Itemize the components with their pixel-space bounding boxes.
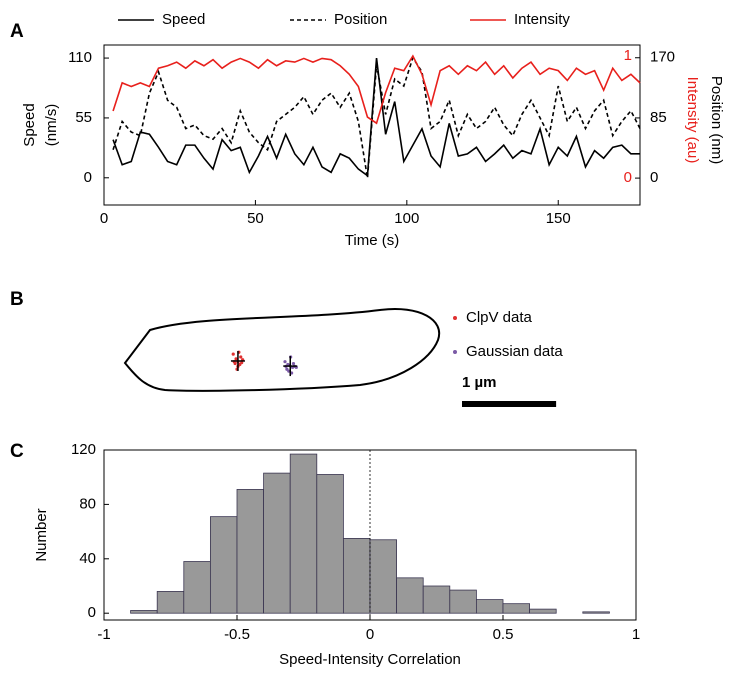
histogram-bar — [263, 472, 291, 614]
x-axis-title: Speed-Intensity Correlation — [279, 651, 461, 668]
histogram-bar — [236, 489, 265, 614]
histogram-bar — [422, 585, 451, 614]
y2-tick-label: 170 — [650, 49, 675, 66]
x-tick-label: 100 — [394, 210, 419, 227]
legend-label: Speed — [162, 11, 205, 28]
y-tick-label: 55 — [75, 109, 92, 126]
x-tick-label: 0.5 — [493, 626, 514, 643]
legend-marker — [453, 350, 457, 354]
y2-tick-label: 0 — [650, 169, 658, 186]
legend-marker — [453, 316, 457, 320]
y-tick-label: 120 — [71, 441, 96, 458]
scatter-point — [283, 360, 287, 364]
y3-axis-title: Intensity (au) — [684, 77, 701, 164]
series-line — [112, 57, 640, 178]
x-tick-label: 50 — [247, 210, 264, 227]
histogram-bar — [502, 603, 531, 614]
scatter-point — [231, 352, 235, 356]
histogram-bar — [529, 608, 557, 614]
x-axis-title: Time (s) — [345, 232, 399, 249]
y3-tick-label: 1 — [624, 47, 632, 64]
x-tick-label: -0.5 — [224, 626, 250, 643]
histogram-bar — [130, 610, 158, 614]
histogram-bar — [369, 539, 398, 614]
plot-frame — [103, 44, 641, 206]
scatter-point — [291, 361, 296, 366]
y-tick-label: 40 — [79, 550, 96, 567]
legend-label: ClpV data — [466, 309, 533, 326]
panel-label: C — [10, 441, 24, 462]
legend-label: Intensity — [514, 11, 570, 28]
scatter-point — [239, 355, 243, 359]
y-tick-label: 0 — [84, 169, 92, 186]
y-tick-label: 110 — [68, 49, 92, 66]
scale-bar-label: 1 µm — [462, 374, 497, 391]
y-axis-title: Speed — [21, 103, 38, 146]
x-tick-label: 1 — [632, 626, 640, 643]
histogram-bar — [316, 474, 344, 614]
series-line — [112, 54, 641, 125]
histogram-bar — [342, 538, 371, 614]
y-tick-label: 80 — [79, 495, 96, 512]
legend-label: Gaussian data — [466, 343, 563, 360]
cell-outline — [123, 308, 441, 392]
y2-tick-label: 85 — [650, 109, 667, 126]
scatter-point — [234, 357, 238, 361]
y-axis-title: Number — [33, 508, 50, 561]
panel-label: A — [10, 21, 24, 42]
x-tick-label: 150 — [546, 210, 571, 227]
x-tick-label: 0 — [366, 626, 374, 643]
histogram-bar — [396, 577, 424, 614]
histogram-bar — [475, 599, 504, 614]
scale-bar — [462, 401, 557, 407]
y-axis-title: (nm/s) — [43, 104, 60, 147]
histogram-bar — [156, 591, 185, 614]
series-line — [112, 55, 641, 179]
y-tick-label: 0 — [88, 604, 96, 621]
histogram-bar — [449, 589, 477, 614]
x-tick-label: -1 — [97, 626, 110, 643]
scatter-point — [240, 361, 244, 365]
histogram-bar — [582, 611, 610, 614]
legend-label: Position — [334, 11, 387, 28]
histogram-bar — [183, 561, 211, 614]
y3-tick-label: 0 — [624, 169, 632, 186]
panel-label: B — [10, 289, 24, 310]
x-tick-label: 0 — [100, 210, 108, 227]
y2-axis-title: Position (nm) — [708, 76, 725, 164]
histogram-bar — [209, 516, 238, 614]
histogram-bar — [289, 453, 318, 614]
